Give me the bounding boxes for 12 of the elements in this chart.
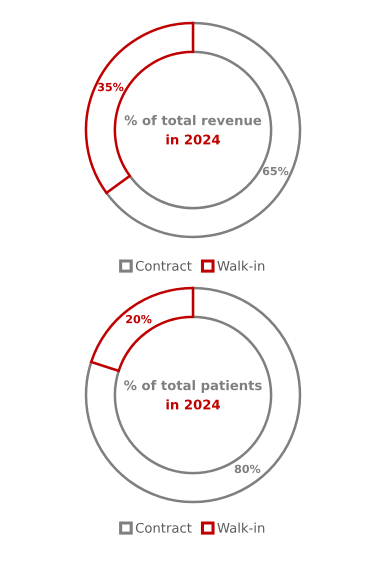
text: % of total revenue — [124, 115, 262, 126]
data-label: 20% — [126, 314, 152, 324]
text: in 2024 — [166, 399, 220, 410]
text: % of total patients — [124, 380, 262, 393]
data-label: 65% — [262, 166, 288, 176]
legend-label: Walk-in — [217, 522, 264, 533]
text: in 2024 — [166, 134, 220, 145]
legend-label: Contract — [136, 522, 192, 533]
data-label: 80% — [234, 464, 260, 474]
legend-label: Walk-in — [217, 260, 264, 271]
data-label: 35% — [98, 82, 124, 92]
legend-label: Contract — [136, 260, 192, 271]
